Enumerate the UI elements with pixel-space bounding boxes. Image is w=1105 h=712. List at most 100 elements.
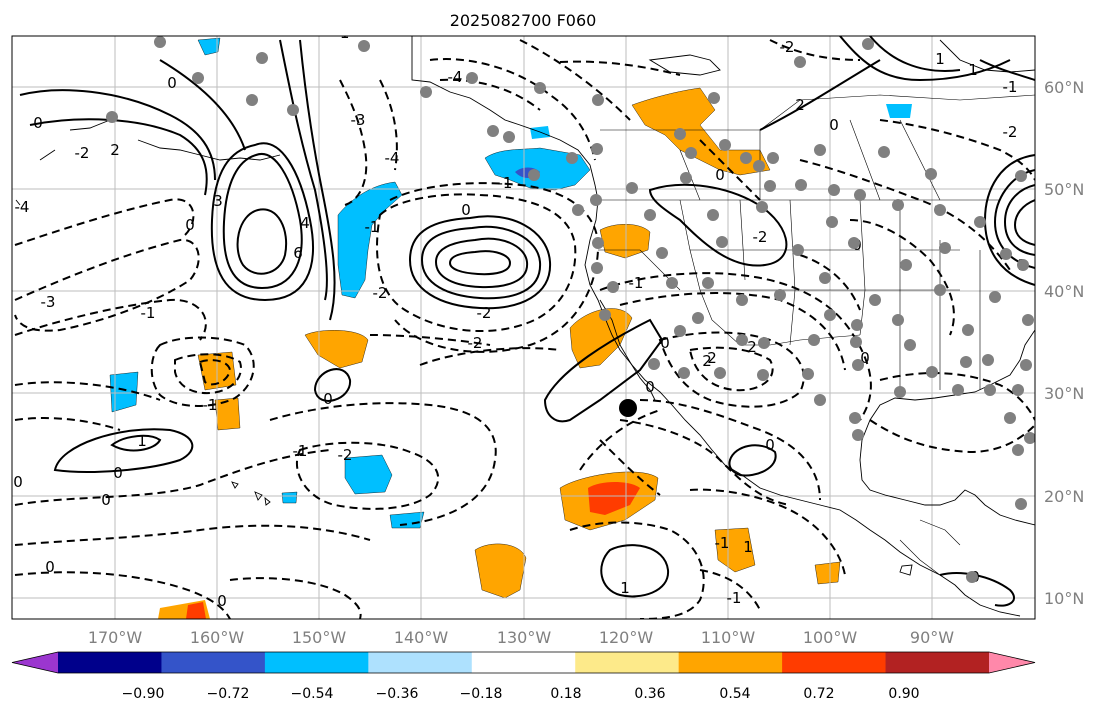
red-shade-mexico-sw [588,482,640,515]
colorbar-extend-max [989,652,1035,673]
contour-label: 0 [113,464,123,482]
colorbar-segment [782,652,887,673]
contour-label: -2 [780,38,795,56]
colorbar-outline [11,651,1036,674]
contour-label: -4 [385,149,400,167]
red-shade-bottom [186,602,206,619]
contour-label: -2 [753,228,768,246]
lon-tick-label: 160°W [190,628,245,647]
orange-shade-tropics-2 [714,527,756,573]
lon-tick-label: 140°W [394,628,449,647]
contour-label: 0 [461,201,471,219]
contour-label: 0 [860,349,870,367]
contour-label: 0 [645,378,655,396]
lon-tick-label: 120°W [599,628,654,647]
contour-label: -1 [203,396,218,414]
gridlines [12,36,1035,619]
blue-shade-hudson [886,104,912,118]
colorbar-segment [264,652,369,673]
contour-label: 3 [213,192,223,210]
contour-label: -2 [468,334,483,352]
contour-label: -1 [335,24,350,42]
contour-label: 0 [33,114,43,132]
orange-shade-pnw [599,224,651,259]
blue-shade-west [109,371,139,413]
colorbar-ticks: −0.90 −0.72 −0.54 −0.36 −0.18 0.18 0.36 … [122,686,920,702]
contour-label: -1 [629,274,644,292]
contour-label: 1 [968,61,978,79]
contour-label: 2 [795,96,805,114]
contour-label: -4 [15,198,30,216]
contour-label: -4 [448,68,463,86]
colorbar-tick-label: 0.54 [719,686,750,702]
contour-label: 0 [323,390,333,408]
contour-label: -1 [1003,78,1018,96]
lat-tick-label: 10°N [1044,589,1084,608]
lon-tick-label: 100°W [803,628,858,647]
lat-tick-label: 20°N [1044,487,1084,506]
orange-shade-baja [569,308,633,369]
colorbar-segment [161,652,266,673]
station-dots [106,36,1035,583]
contour-label: 0 [101,491,111,509]
contour-label: 0 [13,473,23,491]
colorbar-segment [471,652,576,673]
colorbar-segment [368,652,473,673]
lat-tick-label: 50°N [1044,180,1084,199]
colorbar-tick-label: 0.18 [550,686,581,702]
contour-label-group: -3 0 -1 1 -2 2 3 4 6 0 -1 0 -2 -2 -4 -3 … [13,24,1027,610]
lon-tick-label: 110°W [701,628,756,647]
colorbar-segment [885,652,990,673]
figure-title: 2025082700 F060 [450,11,597,30]
contour-label: 0 [185,216,195,234]
colorbar-segment [58,652,162,673]
contour-label: -3 [351,111,366,129]
contour-label: 0 [765,436,775,454]
colorbar-tick-label: 0.90 [888,686,919,702]
contour-label: 6 [293,244,303,262]
contour-label: 0 [660,334,670,352]
contour-label: -2 [75,144,90,162]
contour-label: -1 [727,589,742,607]
contours [19,36,1035,607]
colorbar-tick-label: −0.54 [291,686,334,702]
contour-label: -1 [715,534,730,552]
colorbar-tick-label: 0.72 [803,686,834,702]
orange-shade-tropics [474,543,527,599]
orange-shade-central [304,330,369,369]
contour-label: -3 [41,293,56,311]
lat-axis: 60°N 50°N 40°N 30°N 20°N 10°N [1044,78,1084,608]
lat-tick-label: 60°N [1044,78,1084,97]
lon-tick-label: 150°W [292,628,347,647]
contour-label: -2 [477,304,492,322]
blue-shade-small [389,511,425,529]
colorbar-segment [678,652,783,673]
colorbar-tick-label: 0.36 [634,686,665,702]
blue-shade-ak2 [530,126,550,139]
lat-tick-label: 40°N [1044,282,1084,301]
contour-label: 0 [829,116,839,134]
lon-tick-label: 170°W [88,628,143,647]
colorbar-tick-label: −0.18 [460,686,503,702]
contour-label: 4 [300,214,310,232]
contour-label: 1 [935,50,945,68]
contour-label: 2 [707,349,717,367]
blue-shade-nw [197,37,221,56]
lon-tick-label: 90°W [910,628,954,647]
contour-label: 1 [743,538,753,556]
contour-label: -2 [1003,123,1018,141]
blue-shade-tiny [281,491,298,504]
contour-label: 1 [137,432,147,450]
blue-shade-subtrop [344,454,393,495]
orange-shade-tropics-3 [814,561,841,585]
contour-label: -2 [373,284,388,302]
map-frame [11,35,1036,620]
contours-negative [14,39,1035,619]
colorbar-tick-label: −0.90 [122,686,165,702]
colorbar [11,651,1036,674]
contour-label: -1 [293,442,308,460]
contour-label: 1 [620,579,630,597]
map-panel: -3 0 -1 1 -2 2 3 4 6 0 -1 0 -2 -2 -4 -3 … [12,24,1035,619]
colorbar-tick-label: −0.36 [376,686,419,702]
